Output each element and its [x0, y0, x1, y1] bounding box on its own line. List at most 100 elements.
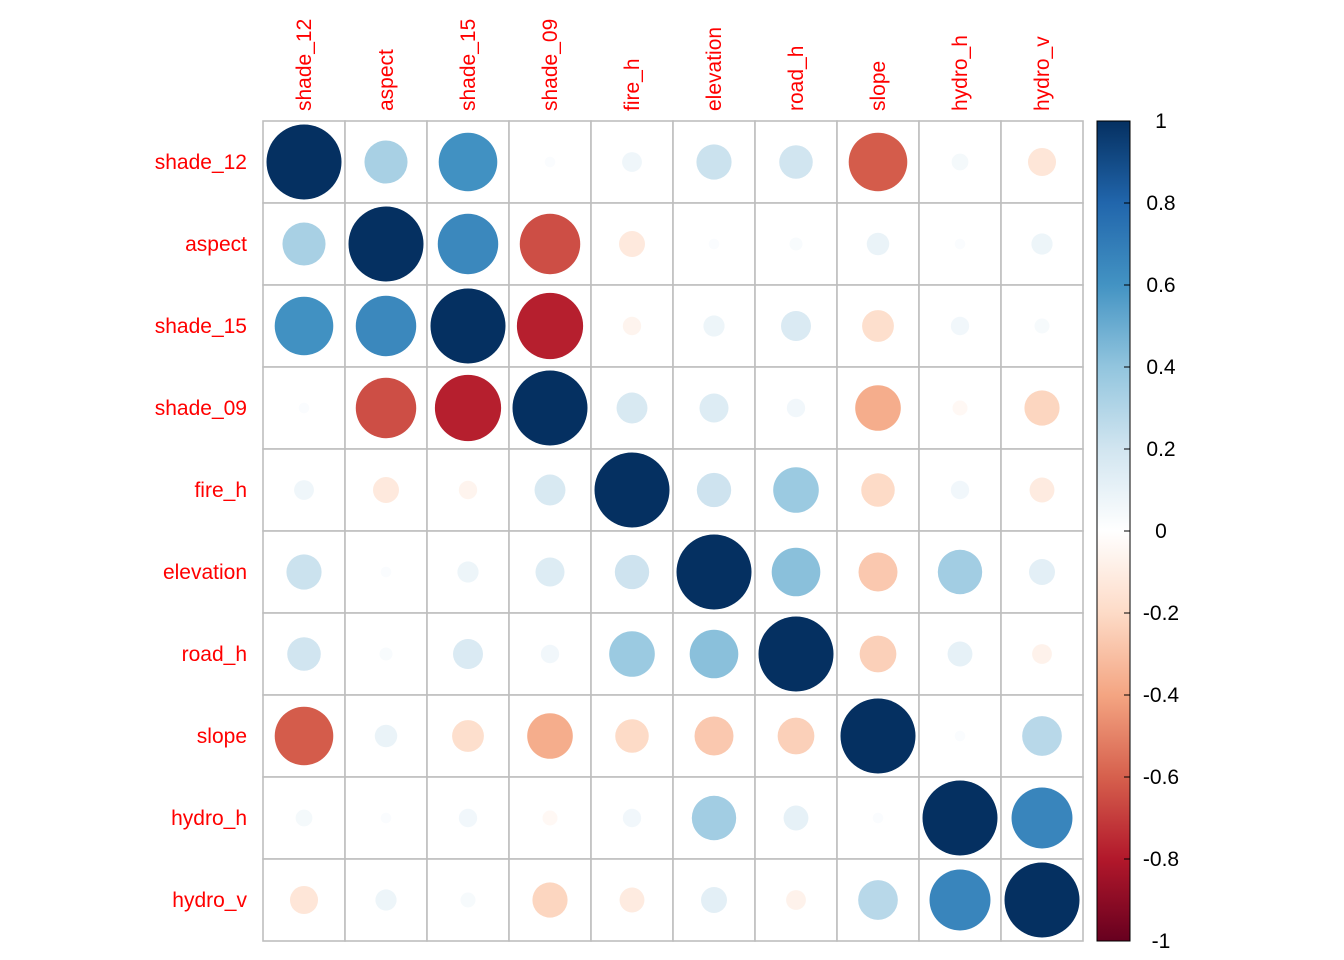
- corr-circle-elevation-road_h: [771, 547, 821, 597]
- corr-circle-slope-fire_h: [615, 719, 649, 753]
- corr-circle-hydro_v-hydro_v: [1004, 862, 1080, 938]
- colorbar-tick-label: 0.2: [1146, 438, 1175, 461]
- corr-circle-elevation-hydro_v: [1029, 559, 1055, 585]
- corr-circle-shade_09-elevation: [699, 393, 729, 423]
- corr-circle-elevation-shade_12: [286, 554, 322, 590]
- corr-circle-shade_09-fire_h: [616, 392, 648, 424]
- corr-circle-aspect-road_h: [789, 237, 803, 251]
- corr-circle-fire_h-road_h: [773, 467, 819, 513]
- col-label-aspect: aspect: [375, 49, 398, 111]
- corr-circle-shade_15-hydro_v: [1034, 318, 1050, 334]
- row-label-fire_h: fire_h: [194, 479, 247, 502]
- corr-circle-hydro_v-slope: [858, 880, 898, 920]
- corr-circle-hydro_h-shade_15: [458, 808, 478, 828]
- corr-circle-shade_09-aspect: [355, 377, 417, 439]
- corr-circle-elevation-elevation: [676, 534, 752, 610]
- corr-circle-hydro_h-aspect: [380, 812, 392, 824]
- corr-circle-hydro_h-hydro_v: [1011, 787, 1073, 849]
- corr-circle-shade_12-shade_09: [544, 156, 556, 168]
- col-label-road_h: road_h: [785, 46, 808, 111]
- corr-circle-shade_15-fire_h: [622, 316, 642, 336]
- corr-circle-road_h-fire_h: [609, 631, 655, 677]
- corr-circle-hydro_h-elevation: [691, 795, 737, 841]
- row-label-shade_12: shade_12: [155, 151, 247, 174]
- corr-circle-shade_15-elevation: [703, 315, 725, 337]
- corr-circle-road_h-hydro_v: [1032, 644, 1052, 664]
- corr-circle-hydro_v-hydro_h: [929, 869, 991, 931]
- corr-circle-elevation-shade_15: [457, 561, 479, 583]
- corr-circle-hydro_v-shade_12: [289, 885, 319, 915]
- corr-circle-slope-elevation: [694, 716, 734, 756]
- corr-circle-fire_h-elevation: [696, 472, 732, 508]
- corr-circle-shade_12-aspect: [364, 140, 408, 184]
- corr-circle-fire_h-shade_09: [534, 474, 566, 506]
- colorbar: 1 0.8 0.6 0.4 0.2 0 -0.2 -0.4 -0.6 -0.8 -1: [1096, 110, 1179, 953]
- corr-circle-fire_h-aspect: [373, 477, 399, 503]
- corr-circle-shade_09-shade_15: [434, 374, 502, 442]
- corr-circle-shade_09-hydro_h: [952, 400, 968, 416]
- col-label-elevation: elevation: [703, 27, 726, 111]
- corr-circle-shade_15-slope: [862, 310, 894, 342]
- corr-circle-hydro_h-hydro_h: [922, 780, 998, 856]
- corr-circle-shade_12-road_h: [779, 145, 813, 179]
- corr-circle-aspect-shade_09: [519, 213, 581, 275]
- colorbar-tick-label: 0.8: [1146, 192, 1175, 215]
- col-label-slope: slope: [867, 61, 890, 111]
- column-labels: shade_12 aspect shade_15 shade_09 fire_h elev…: [293, 19, 1054, 111]
- corr-circle-road_h-hydro_h: [947, 641, 973, 667]
- corr-circle-hydro_v-road_h: [786, 890, 806, 910]
- corr-circle-hydro_v-aspect: [375, 889, 397, 911]
- corr-circle-road_h-shade_09: [540, 644, 560, 664]
- corr-circle-shade_12-slope: [848, 132, 908, 192]
- corr-circle-shade_09-slope: [855, 385, 901, 431]
- corr-circle-aspect-shade_15: [437, 213, 499, 275]
- corr-circle-shade_09-hydro_v: [1024, 390, 1060, 426]
- corr-circle-road_h-aspect: [379, 647, 393, 661]
- corr-circle-shade_12-elevation: [696, 144, 732, 180]
- corr-circle-hydro_v-shade_09: [532, 882, 568, 918]
- col-label-shade_12: shade_12: [293, 19, 316, 111]
- corr-circle-slope-road_h: [777, 717, 815, 755]
- corr-circle-shade_12-fire_h: [622, 152, 642, 172]
- colorbar-tick-label: -1: [1152, 930, 1171, 953]
- corr-circle-hydro_v-elevation: [701, 887, 727, 913]
- corr-circle-elevation-fire_h: [614, 554, 650, 590]
- corr-circle-slope-aspect: [374, 724, 398, 748]
- corr-circle-road_h-shade_15: [453, 639, 483, 669]
- corr-circle-slope-shade_15: [452, 720, 484, 752]
- row-label-road_h: road_h: [182, 643, 247, 666]
- colorbar-tick-label: -0.2: [1143, 602, 1179, 625]
- corr-circle-aspect-elevation: [708, 238, 720, 250]
- colorbar-tick-label: -0.8: [1143, 848, 1179, 871]
- corr-circle-aspect-fire_h: [619, 231, 645, 257]
- corr-circle-aspect-slope: [866, 232, 890, 256]
- corr-circle-shade_15-hydro_h: [950, 316, 970, 336]
- corr-circle-hydro_h-shade_09: [542, 810, 558, 826]
- corr-circle-hydro_v-fire_h: [619, 887, 645, 913]
- corr-circle-aspect-shade_12: [282, 222, 326, 266]
- corr-circle-hydro_v-shade_15: [460, 892, 476, 908]
- corr-circle-shade_12-hydro_h: [951, 153, 969, 171]
- corr-circle-shade_12-shade_15: [438, 132, 498, 192]
- corr-circle-hydro_h-shade_12: [295, 809, 313, 827]
- row-label-hydro_h: hydro_h: [171, 807, 247, 830]
- corr-circle-fire_h-fire_h: [594, 452, 670, 528]
- corr-circle-road_h-shade_12: [287, 637, 321, 671]
- corr-circle-slope-slope: [840, 698, 916, 774]
- corr-circle-aspect-hydro_v: [1031, 233, 1053, 255]
- corr-circle-shade_15-shade_12: [274, 296, 334, 356]
- corr-circle-slope-hydro_h: [954, 730, 966, 742]
- corr-circle-shade_09-shade_09: [512, 370, 588, 446]
- col-label-hydro_v: hydro_v: [1031, 36, 1054, 111]
- corr-circle-shade_15-shade_15: [430, 288, 506, 364]
- row-label-shade_15: shade_15: [155, 315, 247, 338]
- corr-circle-fire_h-hydro_v: [1029, 477, 1055, 503]
- corr-circle-shade_15-road_h: [781, 311, 811, 341]
- corr-circle-road_h-slope: [859, 635, 897, 673]
- corr-circle-shade_12-hydro_v: [1027, 147, 1057, 177]
- corr-circle-shade_09-shade_12: [298, 402, 310, 414]
- col-label-fire_h: fire_h: [621, 58, 644, 111]
- matrix-cell-shade_09-hydro_h: [918, 366, 1002, 450]
